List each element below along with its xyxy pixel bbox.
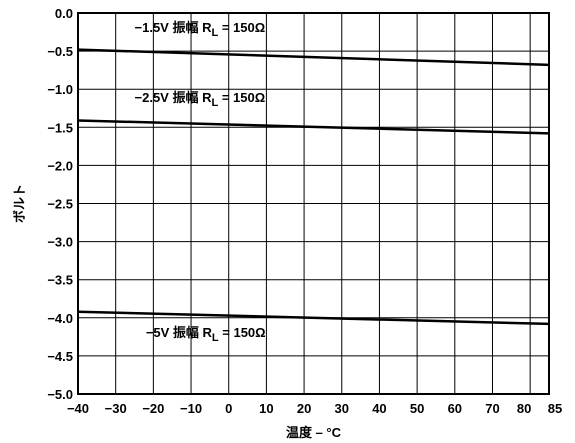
series-line xyxy=(77,48,550,67)
x-tick-label: 60 xyxy=(448,401,462,416)
y-tick-label: −2.5 xyxy=(47,197,73,212)
annotations: −1.5V 振幅 RL = 150Ω −2.5V 振幅 RL = 150Ω −5V … xyxy=(135,20,266,344)
x-tick-label: −40 xyxy=(67,401,89,416)
y-tick-label: −3.5 xyxy=(47,273,73,288)
x-axis-label: 温度 – °C xyxy=(286,425,342,440)
x-tick-label: 20 xyxy=(297,401,311,416)
x-tick-label: 40 xyxy=(372,401,386,416)
x-tick-label: 80 xyxy=(517,401,531,416)
y-tick-label: −5.0 xyxy=(47,387,73,402)
series-annotation: −5V 振幅 RL = 150Ω xyxy=(146,325,266,344)
x-tick-label: 85 xyxy=(548,401,562,416)
series-line xyxy=(77,119,550,135)
x-tick-label: 30 xyxy=(335,401,349,416)
y-tick-label: 0.0 xyxy=(55,6,73,21)
y-tick-label: −4.5 xyxy=(47,349,73,364)
x-tick-label: 50 xyxy=(410,401,424,416)
y-tick-labels: 0.0 −0.5 −1.0 −1.5 −2.0 −2.5 −3.0 −3.5 −4.0 −4.5 −… xyxy=(47,6,73,402)
y-axis-label: ボルト xyxy=(12,184,27,223)
series-line xyxy=(77,310,550,326)
x-tick-label: 70 xyxy=(485,401,499,416)
x-tick-label: −30 xyxy=(105,401,127,416)
x-tick-label: −10 xyxy=(180,401,202,416)
y-tick-label: −1.0 xyxy=(47,82,73,97)
y-tick-label: −2.0 xyxy=(47,158,73,173)
x-tick-label: 10 xyxy=(259,401,273,416)
x-tick-labels: −40 −30 −20 −10 0 10 20 30 40 50 60 70 80 85 xyxy=(67,401,562,416)
plot-frame xyxy=(77,12,550,395)
y-tick-label: −1.5 xyxy=(47,120,73,135)
series-annotation: −2.5V 振幅 RL = 150Ω xyxy=(135,90,266,109)
y-tick-label: −4.0 xyxy=(47,311,73,326)
x-tick-label: −20 xyxy=(142,401,164,416)
y-tick-label: −0.5 xyxy=(47,44,73,59)
x-tick-label: 0 xyxy=(225,401,232,416)
series-lines xyxy=(77,48,550,326)
series-annotation: −1.5V 振幅 RL = 150Ω xyxy=(135,20,266,39)
y-tick-label: −3.0 xyxy=(47,235,73,250)
